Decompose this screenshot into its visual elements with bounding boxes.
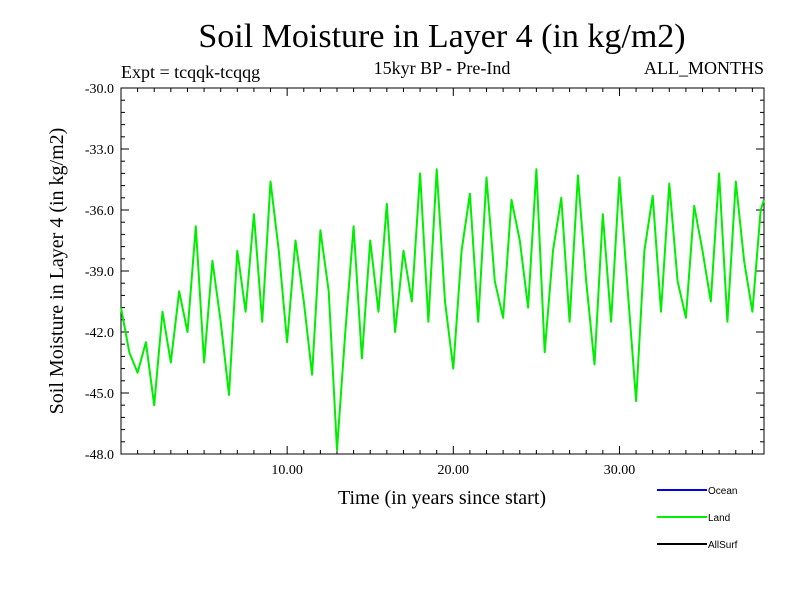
legend: Ocean Land AllSurf <box>657 486 738 551</box>
x-axis-label: Time (in years since start) <box>338 487 546 509</box>
x-axis-ticks: 10.00 20.00 30.00 <box>137 88 753 478</box>
legend-label-allsurf: AllSurf <box>708 540 738 551</box>
y-tick-label: -48.0 <box>85 448 114 463</box>
series-line-land <box>120 168 765 451</box>
x-tick-label: 10.00 <box>271 463 303 478</box>
y-tick-label: -30.0 <box>85 82 114 97</box>
x-tick-label: 30.00 <box>604 463 636 478</box>
experiment-label: Expt = tcqqk-tcqqg <box>121 62 260 82</box>
period-label: 15kyr BP - Pre-Ind <box>374 58 511 78</box>
y-tick-label: -33.0 <box>85 143 114 158</box>
series-layer <box>120 168 765 451</box>
y-axis-ticks: -30.0 -33.0 -36.0 -39.0 -42.0 -45.0 -48.0 <box>85 82 764 463</box>
y-tick-label: -42.0 <box>85 326 114 341</box>
legend-label-land: Land <box>708 513 730 524</box>
legend-label-ocean: Ocean <box>708 486 737 497</box>
x-tick-label: 20.00 <box>438 463 470 478</box>
y-tick-label: -39.0 <box>85 265 114 280</box>
chart-title: Soil Moisture in Layer 4 (in kg/m2) <box>198 18 685 55</box>
months-label: ALL_MONTHS <box>644 58 764 78</box>
y-tick-label: -36.0 <box>85 204 114 219</box>
y-tick-label: -45.0 <box>85 387 114 402</box>
y-axis-label: Soil Moisture in Layer 4 (in kg/m2) <box>46 128 68 415</box>
